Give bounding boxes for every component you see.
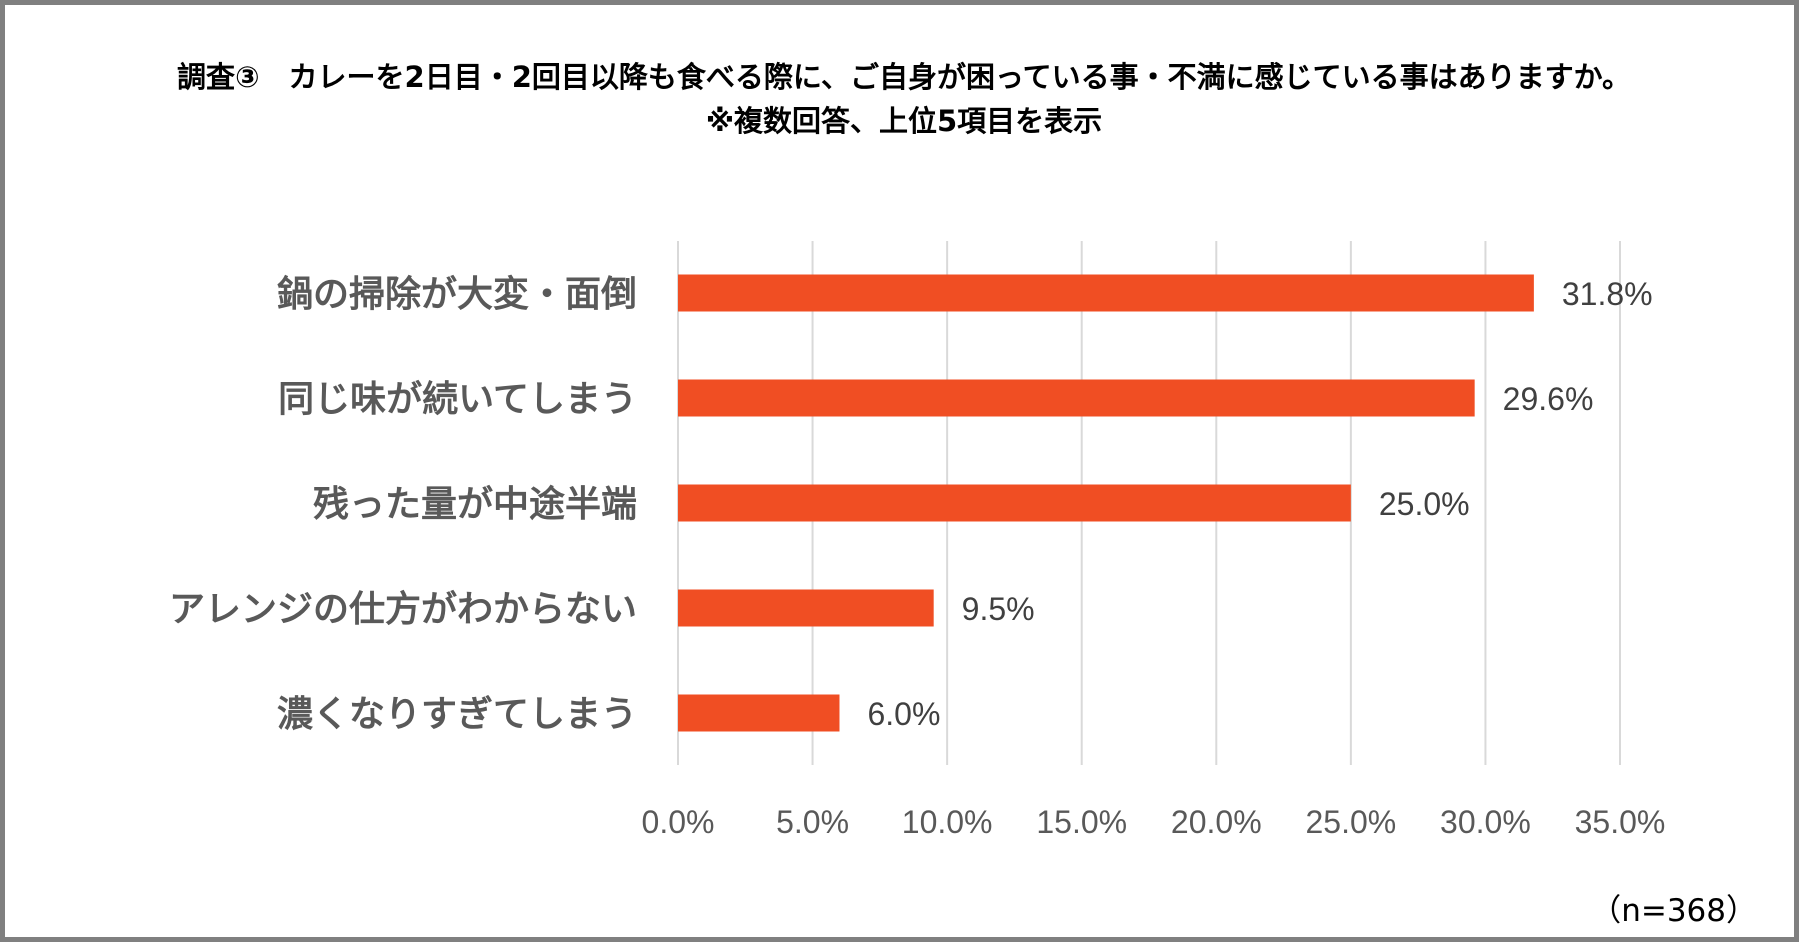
value-label: 9.5% <box>962 591 1035 627</box>
value-label: 6.0% <box>867 696 940 732</box>
x-tick-label: 25.0% <box>1305 804 1396 840</box>
value-label: 29.6% <box>1503 381 1594 417</box>
x-tick-label: 5.0% <box>776 804 849 840</box>
category-label: 残った量が中途半端 <box>313 483 637 525</box>
x-tick-label: 20.0% <box>1171 804 1262 840</box>
x-tick-label: 0.0% <box>642 804 715 840</box>
value-label: 25.0% <box>1379 486 1470 522</box>
sample-size-note: （n=368） <box>1590 893 1757 929</box>
category-label: 濃くなりすぎてしまう <box>277 694 637 735</box>
bar <box>678 274 1534 312</box>
category-label: 同じ味が続いてしまう <box>278 379 637 420</box>
bar <box>678 694 840 732</box>
labels: 0.0% 5.0% 10.0% 15.0% 20.0% 25.0% 30.0% 35.0% 鍋の… <box>169 273 1665 840</box>
chart-subtitle: ※複数回答、上位5項目を表示 <box>706 104 1102 138</box>
x-tick-label: 10.0% <box>902 804 993 840</box>
x-tick-label: 35.0% <box>1575 804 1666 840</box>
bar <box>678 589 934 627</box>
category-label: 鍋の掃除が大変・面倒 <box>277 273 637 315</box>
x-tick-label: 30.0% <box>1440 804 1531 840</box>
bar <box>678 379 1475 417</box>
bar-chart: 調査③ カレーを2日目・2回目以降も食べる際に、ご自身が困っている事・不満に感じ… <box>169 60 1757 929</box>
category-label: アレンジの仕方がわからない <box>169 589 637 630</box>
value-label: 31.8% <box>1562 276 1653 312</box>
bars <box>678 274 1534 732</box>
x-tick-label: 15.0% <box>1036 804 1127 840</box>
bar <box>678 484 1351 522</box>
chart-title: 調査③ カレーを2日目・2回目以降も食べる際に、ご自身が困っている事・不満に感じ… <box>177 60 1631 94</box>
